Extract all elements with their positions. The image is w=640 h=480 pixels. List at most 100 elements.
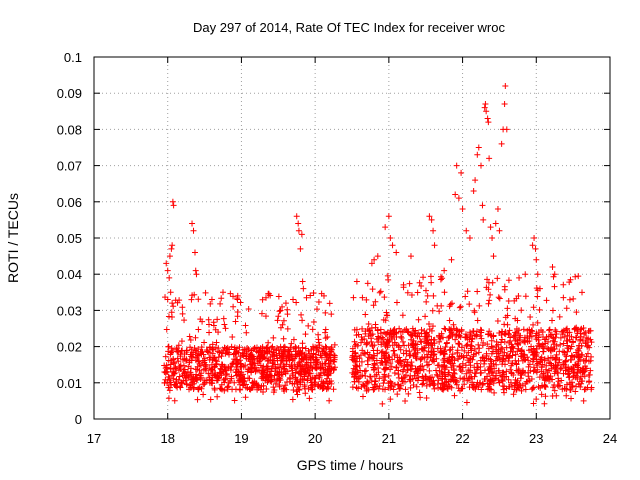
roti-point xyxy=(579,337,586,344)
roti-point xyxy=(310,319,317,326)
roti-point xyxy=(549,317,556,324)
roti-point xyxy=(371,381,378,388)
roti-point xyxy=(376,289,383,296)
roti-point xyxy=(168,313,175,320)
roti-point xyxy=(494,206,501,213)
roti-point xyxy=(390,331,397,338)
roti-point xyxy=(401,378,408,385)
roti-point xyxy=(458,326,465,333)
roti-point xyxy=(418,282,425,289)
roti-point xyxy=(244,385,251,392)
roti-point xyxy=(529,242,536,249)
roti-point xyxy=(528,376,535,383)
roti-point xyxy=(290,386,297,393)
roti-point xyxy=(203,377,210,384)
roti-point xyxy=(179,310,186,317)
roti-point xyxy=(318,354,325,361)
roti-point xyxy=(296,359,303,366)
roti-point xyxy=(584,350,591,357)
roti-point xyxy=(568,384,575,391)
roti-point xyxy=(486,297,493,304)
roti-point xyxy=(188,365,195,372)
roti-point xyxy=(487,224,494,231)
roti-point xyxy=(575,358,582,365)
roti-point xyxy=(214,316,221,323)
roti-point xyxy=(268,378,275,385)
roti-point xyxy=(219,368,226,375)
roti-point xyxy=(474,288,481,295)
roti-point xyxy=(371,373,378,380)
roti-point xyxy=(192,366,199,373)
y-tick-label: 0.09 xyxy=(57,86,82,101)
y-tick-label: 0.03 xyxy=(57,303,82,318)
roti-point xyxy=(534,271,541,278)
roti-point xyxy=(555,359,562,366)
roti-point xyxy=(546,359,553,366)
roti-point xyxy=(441,348,448,355)
roti-point xyxy=(580,397,587,404)
roti-point xyxy=(510,333,517,340)
roti-point xyxy=(577,333,584,340)
roti-point xyxy=(215,354,222,361)
x-tick-label: 22 xyxy=(455,431,469,446)
roti-point xyxy=(567,386,574,393)
roti-point xyxy=(477,332,484,339)
roti-point xyxy=(190,375,197,382)
roti-point xyxy=(398,382,405,389)
roti-point xyxy=(279,303,286,310)
roti-point xyxy=(396,343,403,350)
roti-point xyxy=(575,273,582,280)
roti-point xyxy=(387,360,394,367)
roti-point xyxy=(494,350,501,357)
roti-point xyxy=(330,366,337,373)
y-tick-label: 0.07 xyxy=(57,159,82,174)
roti-point xyxy=(586,327,593,334)
roti-point xyxy=(489,235,496,241)
roti-point xyxy=(547,332,554,339)
roti-point xyxy=(506,352,513,359)
roti-point xyxy=(162,376,169,383)
roti-point xyxy=(436,308,443,315)
roti-point xyxy=(350,365,357,372)
roti-point xyxy=(175,367,182,374)
roti-point xyxy=(445,334,452,341)
roti-point xyxy=(195,296,202,303)
roti-point xyxy=(488,386,495,393)
roti-point xyxy=(358,358,365,365)
roti-point xyxy=(541,383,548,390)
roti-point xyxy=(263,344,270,351)
roti-point xyxy=(170,303,177,310)
roti-point xyxy=(326,300,333,307)
roti-point xyxy=(238,363,245,370)
roti-point xyxy=(569,382,576,389)
roti-point xyxy=(478,162,484,169)
roti-point xyxy=(577,384,584,391)
roti-point xyxy=(265,339,272,346)
roti-point xyxy=(380,380,387,387)
roti-point xyxy=(282,300,289,307)
y-tick-label: 0.02 xyxy=(57,340,82,355)
roti-point xyxy=(492,220,499,227)
roti-point xyxy=(536,306,543,313)
roti-point xyxy=(500,355,507,362)
roti-point xyxy=(427,273,434,280)
roti-point xyxy=(491,389,498,396)
roti-point xyxy=(280,335,287,342)
roti-point xyxy=(510,391,517,398)
roti-point xyxy=(374,350,381,357)
roti-point xyxy=(453,331,460,338)
roti-point xyxy=(506,339,513,346)
roti-point xyxy=(171,370,178,377)
roti-point xyxy=(413,355,420,362)
roti-point xyxy=(512,351,519,358)
roti-point xyxy=(351,378,358,385)
roti-point xyxy=(288,340,295,347)
x-tick-label: 21 xyxy=(382,431,396,446)
roti-point xyxy=(522,271,529,278)
roti-point xyxy=(358,339,365,346)
roti-point xyxy=(277,307,284,314)
roti-point xyxy=(413,383,420,390)
roti-point xyxy=(284,325,291,332)
roti-point xyxy=(293,213,300,220)
roti-point xyxy=(509,343,516,350)
